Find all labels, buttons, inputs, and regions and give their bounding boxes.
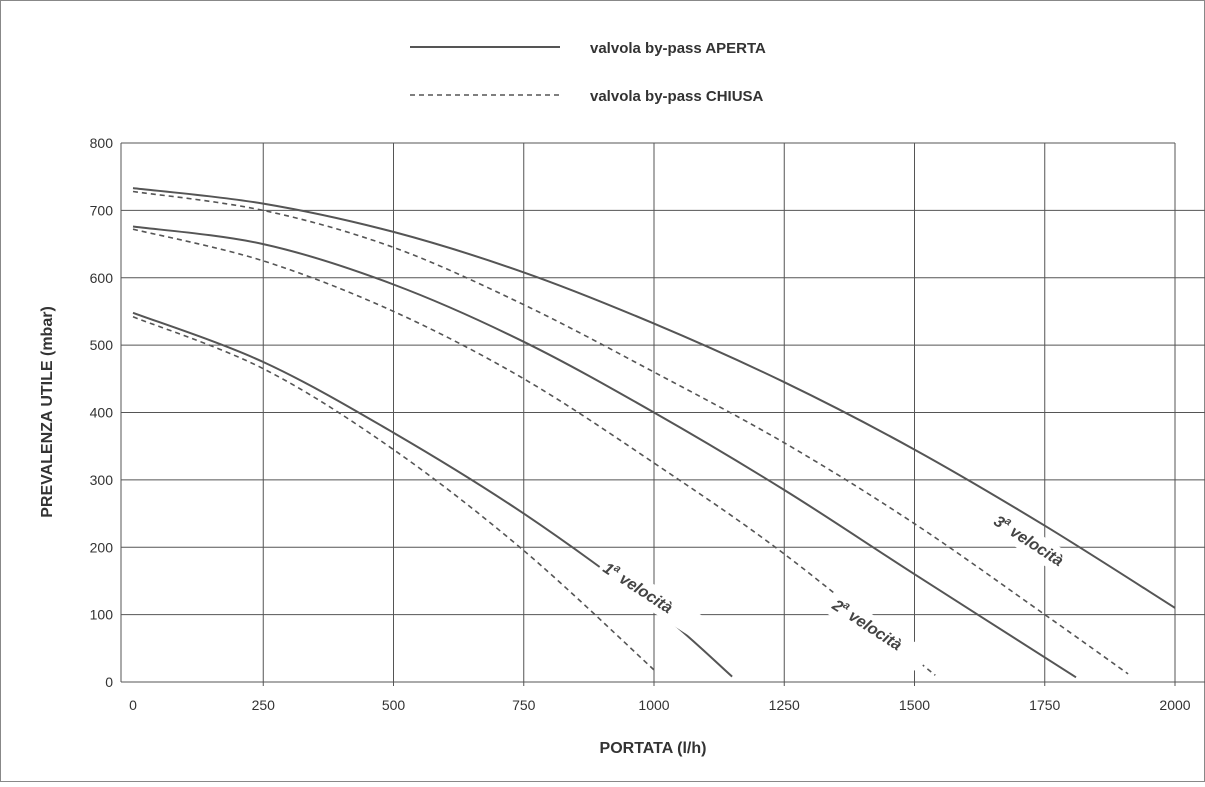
- curve-label-bg: [985, 507, 1093, 589]
- x-tick-label: 1750: [1029, 697, 1060, 713]
- curve-label-bg: [594, 554, 702, 636]
- x-tick-label: 1000: [638, 697, 669, 713]
- y-tick-label: 100: [90, 607, 114, 623]
- legend-label-open: valvola by-pass APERTA: [590, 40, 766, 57]
- x-tick-label: 0: [129, 697, 137, 713]
- y-tick-label: 200: [90, 539, 114, 555]
- x-tick-label: 250: [252, 697, 276, 713]
- y-tick-label: 700: [90, 202, 114, 218]
- y-axis-ticks: 0 100 200 300 400 500 600 700 800: [90, 135, 114, 690]
- x-axis-title: PORTATA (l/h): [600, 740, 707, 757]
- series-line-4: [132, 228, 936, 676]
- y-tick-label: 0: [105, 674, 113, 690]
- x-axis-ticks: 0 250 500 750 1000 1250 1500 1750 2000: [129, 697, 1191, 713]
- x-tick-label: 2000: [1159, 697, 1190, 713]
- y-tick-label: 400: [90, 405, 114, 421]
- legend-label-closed: valvola by-pass CHIUSA: [590, 88, 764, 105]
- series-line-6: [132, 190, 1129, 675]
- series-line-3: [132, 225, 1077, 679]
- y-tick-label: 300: [90, 472, 114, 488]
- y-tick-label: 600: [90, 270, 114, 286]
- series-line-2: [132, 316, 655, 671]
- x-tick-label: 500: [382, 697, 406, 713]
- y-tick-label: 500: [90, 337, 114, 353]
- x-tick-label: 1500: [899, 697, 930, 713]
- curve-label-bg: [823, 591, 931, 673]
- grid: [120, 142, 1205, 686]
- x-tick-label: 750: [512, 697, 536, 713]
- series-line-5: [132, 187, 1176, 609]
- legend: valvola by-pass APERTA valvola by-pass C…: [410, 40, 766, 105]
- x-tick-label: 1250: [769, 697, 800, 713]
- y-tick-label: 800: [90, 135, 114, 151]
- y-axis-title: PREVALENZA UTILE (mbar): [39, 306, 56, 518]
